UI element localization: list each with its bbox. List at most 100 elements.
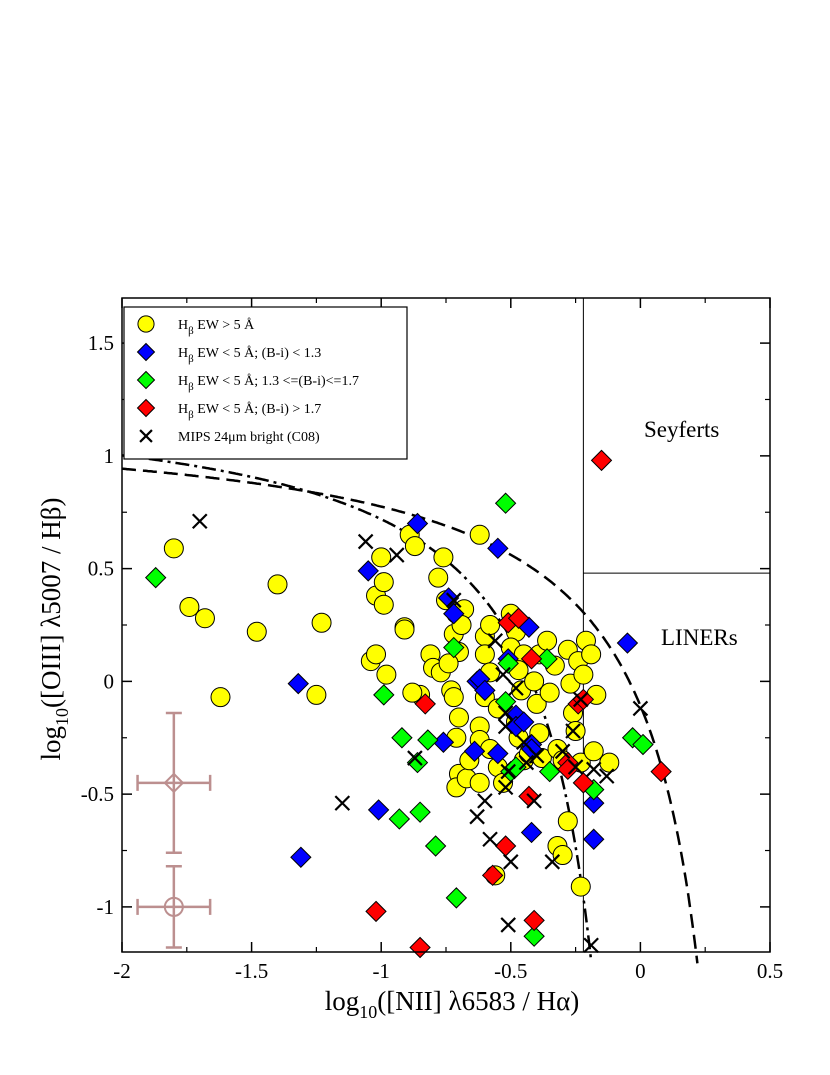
data-point-mips: [487, 633, 504, 649]
legend-label-text: EW < 5 Å; (B-i) < 1.3: [194, 345, 322, 361]
legend-label-mips: MIPS 24μm bright (C08): [178, 430, 320, 445]
data-point-ew-high: [552, 845, 573, 866]
y-tick-label: -1: [97, 895, 115, 919]
data-point-blue: [513, 711, 535, 733]
data-point-ew-high: [565, 720, 586, 741]
data-point-ew-high: [373, 594, 394, 615]
y-tick-label: 1.5: [88, 331, 114, 355]
data-point-mips: [565, 723, 581, 739]
data-point-mips: [482, 831, 498, 848]
data-point-green: [406, 751, 429, 774]
data-point-ew-high: [526, 693, 547, 714]
data-point-mips: [508, 680, 524, 696]
data-point-ew-high: [581, 644, 602, 665]
data-point-ew-high: [210, 687, 231, 708]
region-label-seyferts: Seyferts: [644, 417, 719, 442]
error-bar-marker: [163, 772, 185, 794]
region-lines: [582, 298, 770, 952]
data-point-mips: [497, 705, 514, 721]
data-point-ew-high: [163, 538, 184, 559]
data-point-ew-high: [404, 536, 425, 557]
data-point-green: [443, 636, 465, 659]
data-point-mips: [598, 768, 615, 784]
legend-label-red: Hβ EW < 5 Å; (B-i) > 1.7: [178, 401, 321, 421]
data-point-red: [590, 449, 613, 472]
data-point-mips: [357, 533, 374, 550]
data-point-green: [417, 729, 439, 751]
data-point-mips: [585, 761, 602, 778]
x-tick-label: -2: [113, 959, 131, 983]
data-points: [144, 449, 672, 959]
data-point-ew-high: [557, 811, 578, 832]
legend-marker-red: [136, 398, 156, 418]
kauffmann-curve: [121, 454, 593, 962]
data-point-ew-high: [179, 596, 200, 617]
legend-label-subscript: β: [188, 325, 194, 337]
data-point-blue: [583, 828, 605, 850]
legend: Hβ EW > 5 ÅHβ EW < 5 Å; (B-i) < 1.3Hβ EW…: [123, 306, 408, 460]
y-axis-title: log10([OIII] λ5007 / Hβ): [36, 497, 72, 760]
legend-marker-blue: [136, 342, 156, 362]
data-point-red: [414, 693, 436, 715]
data-point-ew-high: [448, 707, 469, 728]
data-point-ew-high: [438, 653, 459, 674]
legend-label-text: H: [178, 346, 188, 361]
x-axis-title: log10([NII] λ6583 / Hα): [325, 986, 579, 1022]
data-point-mips: [518, 754, 535, 771]
legend-label-text: EW > 5 Å: [194, 317, 255, 333]
data-point-green: [497, 652, 519, 675]
error-bars: [136, 711, 212, 949]
data-point-mips: [526, 793, 542, 809]
y-axis-title-post: ([OIII] λ5007 / Hβ): [36, 497, 66, 708]
data-point-green: [391, 727, 413, 749]
y-axis-title-sub: 10: [52, 708, 72, 726]
data-point-ew-high: [433, 547, 454, 568]
data-point-green: [536, 648, 558, 670]
legend-label-green: Hβ EW < 5 Å; 1.3 <=(B-i)<=1.7: [178, 373, 359, 393]
data-point-mips: [632, 700, 649, 717]
data-point-ew-high: [246, 621, 267, 642]
legend-label-subscript: β: [188, 353, 194, 365]
data-point-mips: [497, 779, 514, 796]
data-point-ew-high: [402, 682, 423, 703]
legend-marker-ew-high: [137, 315, 155, 333]
data-point-mips: [528, 748, 545, 764]
data-point-blue: [616, 632, 639, 654]
data-point-ew-high: [306, 684, 327, 705]
data-point-red: [494, 835, 517, 857]
legend-label-text: EW < 5 Å; (B-i) > 1.7: [194, 401, 322, 417]
x-tick-label: 0.5: [757, 959, 783, 983]
data-point-mips: [573, 691, 589, 708]
x-axis-title-sub: 10: [359, 1002, 377, 1022]
axis-ticks: -2 -1.5 -1 -0.5 0 0.5 -1 -0.5 0 0.5 1 1.5: [81, 298, 783, 983]
data-point-ew-high: [599, 752, 620, 773]
data-point-red: [507, 607, 530, 629]
legend-label-text: MIPS 24μm bright (C08): [178, 430, 320, 445]
x-tick-label: -1: [372, 959, 390, 983]
error-bar-marker: [163, 896, 184, 917]
data-point-red: [650, 760, 672, 783]
data-point-green: [388, 808, 411, 830]
data-point-ew-high: [373, 572, 394, 593]
data-point-blue: [487, 742, 509, 765]
data-point-ew-high: [376, 664, 397, 685]
data-point-mips: [469, 808, 485, 825]
data-point-ew-high: [583, 741, 604, 762]
data-point-green: [144, 566, 167, 589]
data-point-green: [494, 492, 517, 514]
x-axis-title-pre: log: [325, 986, 360, 1016]
x-tick-label: -0.5: [494, 959, 527, 983]
data-point-green: [538, 760, 561, 783]
data-point-ew-high: [394, 619, 415, 640]
data-point-red: [572, 772, 595, 794]
data-point-green: [621, 727, 644, 749]
legend-label-text: EW < 5 Å; 1.3 <=(B-i)<=1.7: [194, 373, 359, 389]
data-point-mips: [500, 917, 516, 933]
data-point-blue: [443, 603, 465, 625]
y-tick-label: 1: [104, 444, 115, 468]
region-label-liners: LINERs: [661, 625, 738, 650]
data-point-ew-high: [573, 664, 594, 685]
data-point-mips: [407, 750, 423, 766]
data-point-ew-high: [311, 612, 332, 633]
